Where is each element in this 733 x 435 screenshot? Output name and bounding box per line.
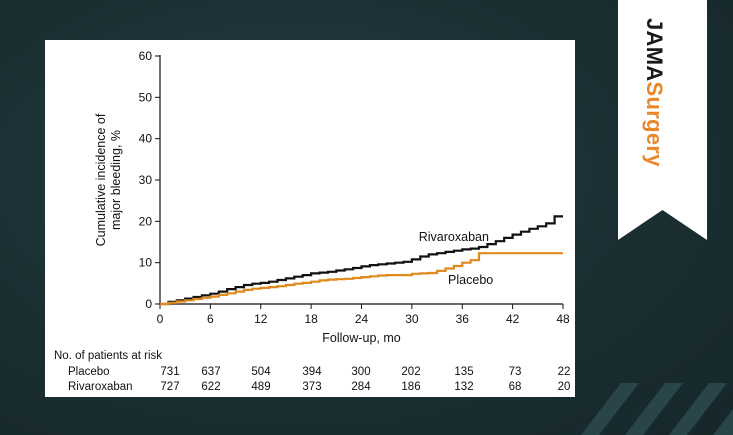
risk-row-label: Rivaroxaban xyxy=(68,381,133,393)
risk-value: 394 xyxy=(302,366,322,378)
y-tick-label: 60 xyxy=(139,49,153,63)
y-tick-label: 30 xyxy=(139,173,153,187)
y-tick-label: 40 xyxy=(139,132,153,146)
series-line-placebo xyxy=(160,252,563,306)
journal-bookmark xyxy=(618,0,707,240)
risk-value: 186 xyxy=(401,381,421,393)
cumulative-incidence-chart: 0 10 20 30 40 50 60 0 6 12 18 24 30 36 42 48 Follow-up, … xyxy=(94,49,570,345)
x-axis-label: Follow-up, mo xyxy=(322,331,401,345)
journal-logo-part1: JAMA xyxy=(642,18,667,82)
risk-row-rivaroxaban: Rivaroxaban 727 622 489 373 284 186 132 … xyxy=(45,381,575,396)
x-tick-label: 36 xyxy=(456,312,470,326)
risk-table: No. of patients at risk Placebo 731 637 … xyxy=(45,349,575,397)
risk-value: 622 xyxy=(201,381,221,393)
y-tick-label: 50 xyxy=(139,90,153,104)
x-tick-label: 6 xyxy=(207,312,214,326)
y-tick-label: 0 xyxy=(145,297,152,311)
risk-row-placebo: Placebo 731 637 504 394 300 202 135 73 2… xyxy=(45,366,575,381)
decorative-stripes xyxy=(581,383,733,435)
y-tick-label: 10 xyxy=(139,256,153,270)
risk-value: 727 xyxy=(160,381,180,393)
risk-table-title: No. of patients at risk xyxy=(54,350,163,362)
risk-value: 489 xyxy=(251,381,271,393)
x-tick-label: 0 xyxy=(157,312,164,326)
series-annotation: Placebo xyxy=(448,273,493,287)
x-tick-label: 48 xyxy=(556,312,570,326)
risk-value: 373 xyxy=(302,381,322,393)
risk-value: 284 xyxy=(351,381,371,393)
risk-value: 22 xyxy=(557,366,571,378)
x-tick-label: 12 xyxy=(254,312,268,326)
risk-value: 135 xyxy=(454,366,474,378)
risk-value: 73 xyxy=(508,366,522,378)
risk-value: 504 xyxy=(251,366,271,378)
x-tick-label: 30 xyxy=(405,312,419,326)
series-annotation: Rivaroxaban xyxy=(419,230,489,244)
risk-value: 68 xyxy=(508,381,522,393)
series-line-rivaroxaban xyxy=(160,215,563,306)
risk-value: 132 xyxy=(454,381,474,393)
y-axis-label: Cumulative incidence of xyxy=(94,113,108,246)
y-tick-label: 20 xyxy=(139,214,153,228)
figure-panel: 0 10 20 30 40 50 60 0 6 12 18 24 30 36 42 48 Follow-up, … xyxy=(45,40,575,397)
risk-value: 202 xyxy=(401,366,421,378)
risk-row-label: Placebo xyxy=(68,366,110,378)
journal-logo: JAMASurgery xyxy=(641,18,667,167)
x-tick-label: 18 xyxy=(304,312,318,326)
x-tick-label: 24 xyxy=(355,312,369,326)
risk-value: 300 xyxy=(351,366,371,378)
risk-value: 731 xyxy=(160,366,180,378)
journal-logo-part2: Surgery xyxy=(642,81,667,167)
x-tick-label: 42 xyxy=(506,312,520,326)
risk-value: 637 xyxy=(201,366,221,378)
y-axis-label: major bleeding, % xyxy=(109,130,123,230)
risk-value: 20 xyxy=(557,381,571,393)
